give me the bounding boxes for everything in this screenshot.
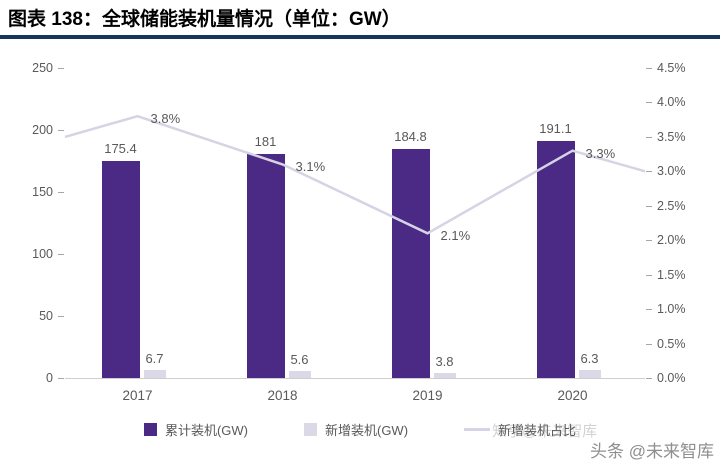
legend-swatch-1 [303,423,317,436]
right-axis-tick-label: 3.5% [657,129,686,144]
chart-legend: 累计装机(GW) 新增装机(GW) 新增装机占比 [0,420,720,439]
new-capacity-bar-label: 6.3 [580,351,599,367]
right-axis-tick-mark [646,205,652,207]
cumulative-capacity-bar [246,153,285,378]
x-axis-category: 2019 [412,388,443,403]
ratio-point-label: 3.8% [150,111,181,127]
x-axis-category: 2020 [557,388,588,403]
cumulative-capacity-bar [101,160,140,378]
right-axis-tick-mark [646,102,652,104]
legend-swatch-0 [143,423,157,436]
watermark-overlay: 知乎@未来智库 [492,423,598,440]
right-axis-tick-label: 2.0% [657,233,686,248]
left-axis-tick-mark [58,254,64,255]
ratio-point-label: 2.1% [440,228,471,244]
right-axis-tick-label: 1.5% [657,267,686,282]
chart-title: 图表 138：全球储能装机量情况（单位：GW） [8,9,401,30]
legend-line-marker [464,428,491,431]
right-axis-tick-mark [646,343,652,345]
legend-label: 新增装机(GW) [324,423,409,438]
new-capacity-bar [578,370,601,378]
right-axis-tick-mark [646,240,652,242]
cumulative-capacity-bar [536,141,575,378]
cumulative-bar-label: 175.4 [104,140,137,156]
legend-item-1: 新增装机(GW) [303,420,409,439]
cumulative-capacity-bar [391,148,430,378]
new-capacity-bar-label: 3.8 [435,354,454,370]
left-axis-tick-label: 50 [39,309,53,323]
watermark-corner: 头条 @未来智库 [590,442,714,461]
new-capacity-bar [433,373,456,378]
storage-capacity-chart: 0 50 100 150 200 250 0.0% 0.5% 1.0% 1.5% 2.0% 2.5% 3… [0,40,720,470]
left-axis-tick-label: 250 [32,61,53,75]
right-axis-tick-mark [646,309,652,311]
left-axis-tick-label: 0 [46,371,53,385]
right-axis-tick-label: 0.5% [657,336,686,351]
cumulative-bar-label: 191.1 [539,121,572,137]
right-axis-tick-label: 0.0% [657,371,686,385]
new-capacity-bar-label: 5.6 [290,352,309,368]
figure-header: 图表 138：全球储能装机量情况（单位：GW） [0,0,720,39]
left-axis-tick-mark [58,192,64,193]
x-axis-category: 2018 [267,388,298,403]
left-axis-tick-mark [58,68,64,69]
legend-label: 累计装机(GW) [164,423,248,438]
right-axis-tick-mark [646,274,652,276]
new-capacity-bar-label: 6.7 [145,350,164,366]
right-axis-tick-label: 4.0% [657,95,686,110]
legend-item-2: 新增装机占比 [464,420,576,439]
legend-label: 新增装机占比 [498,423,577,438]
right-axis-tick-label: 4.5% [657,61,686,75]
right-axis-tick-mark [646,136,652,138]
legend-item-0: 累计装机(GW) [143,420,248,439]
left-axis-tick-label: 150 [32,185,53,199]
right-axis-tick-label: 3.0% [657,164,686,179]
right-axis-tick-mark [646,68,652,69]
title-underline [0,35,720,39]
x-axis-line [65,378,645,379]
ratio-point-label: 3.3% [585,145,616,161]
left-axis-tick-mark [58,316,64,317]
left-axis-tick-mark [58,130,64,131]
right-axis-tick-mark [646,378,652,379]
right-axis-tick-label: 2.5% [657,198,686,213]
ratio-point-label: 3.1% [295,159,326,175]
new-capacity-bar [288,371,311,378]
left-axis-tick-label: 200 [32,123,53,137]
new-capacity-bar [143,369,166,378]
cumulative-bar-label: 184.8 [394,128,427,144]
cumulative-bar-label: 181 [254,133,277,149]
left-axis-tick-label: 100 [32,247,53,261]
right-axis-tick-label: 1.0% [657,302,686,317]
x-axis-category: 2017 [122,388,153,403]
right-axis-tick-mark [646,171,652,173]
left-axis-tick-mark [58,378,64,379]
